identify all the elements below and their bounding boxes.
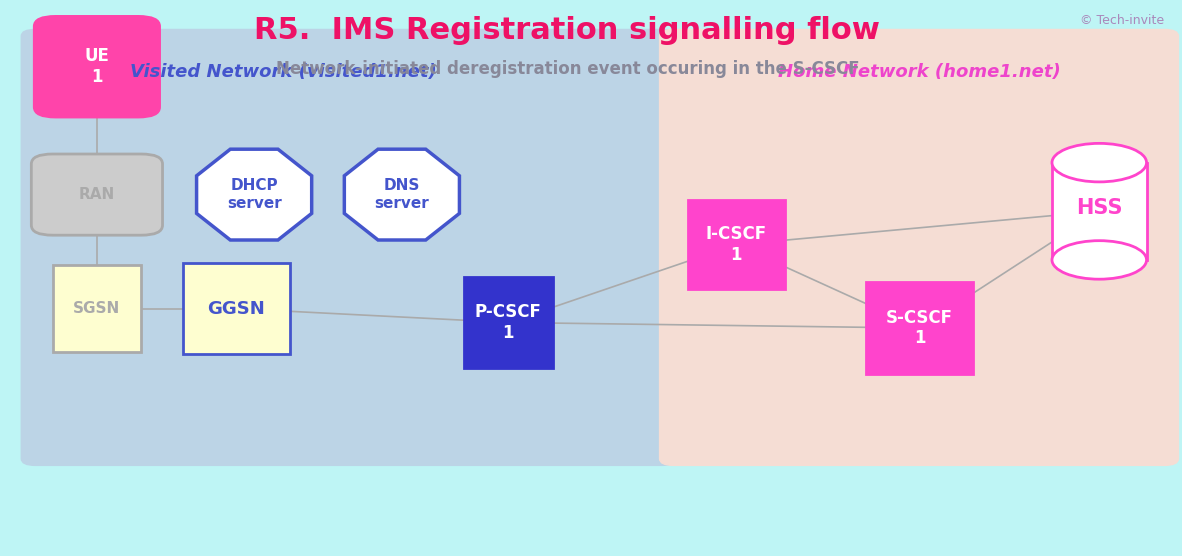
Text: I-CSCF
1: I-CSCF 1	[706, 225, 767, 264]
FancyBboxPatch shape	[463, 277, 553, 369]
FancyBboxPatch shape	[32, 154, 162, 235]
Polygon shape	[196, 149, 312, 240]
Bar	[0, 0, 1182, 95]
Text: Visited Network (visited1.net): Visited Network (visited1.net)	[130, 63, 437, 81]
Text: HSS: HSS	[1076, 198, 1123, 219]
Text: DNS
server: DNS server	[375, 178, 429, 211]
Bar	[1052, 162, 1147, 260]
FancyBboxPatch shape	[866, 282, 973, 374]
FancyBboxPatch shape	[34, 17, 160, 117]
FancyBboxPatch shape	[53, 266, 142, 352]
Text: S-CSCF
1: S-CSCF 1	[886, 309, 953, 348]
Text: RAN: RAN	[79, 187, 115, 202]
Polygon shape	[344, 149, 460, 240]
FancyBboxPatch shape	[660, 29, 1178, 465]
Text: Network-initiated deregistration event occuring in the S-CSCF: Network-initiated deregistration event o…	[275, 61, 859, 78]
FancyBboxPatch shape	[183, 263, 290, 355]
Text: DHCP
server: DHCP server	[227, 178, 281, 211]
Text: SGSN: SGSN	[73, 301, 121, 316]
Text: UE
1: UE 1	[84, 47, 110, 86]
Text: P-CSCF
1: P-CSCF 1	[475, 303, 541, 342]
Text: Home Network (home1.net): Home Network (home1.net)	[778, 63, 1061, 81]
Text: © Tech-invite: © Tech-invite	[1080, 14, 1164, 27]
Text: GGSN: GGSN	[208, 300, 265, 317]
FancyBboxPatch shape	[21, 29, 676, 465]
Ellipse shape	[1052, 241, 1147, 279]
Ellipse shape	[1052, 143, 1147, 182]
FancyBboxPatch shape	[688, 200, 785, 289]
Text: R5.  IMS Registration signalling flow: R5. IMS Registration signalling flow	[254, 16, 881, 45]
